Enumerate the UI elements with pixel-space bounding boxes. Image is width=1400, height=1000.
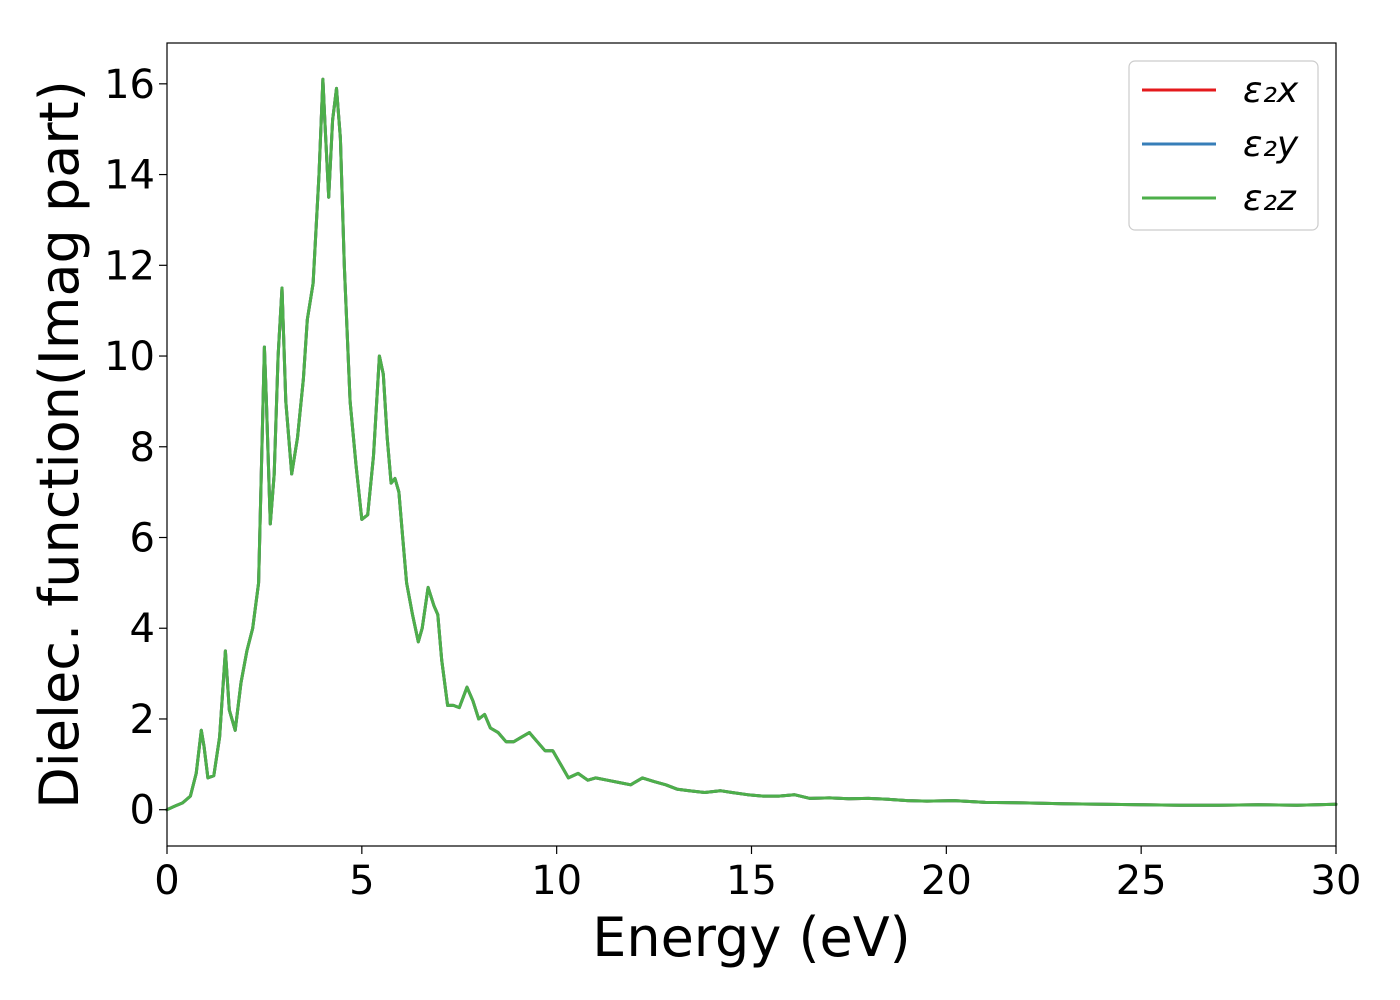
x-axis-title: Energy (eV)	[592, 906, 911, 969]
series-layer	[165, 77, 1338, 812]
legend-label-3: ε₂z	[1243, 178, 1297, 219]
legend-box	[1128, 60, 1319, 231]
y-axis-title: Dielec. function(Imag part)	[28, 80, 91, 809]
y-tick-label: 8	[130, 425, 155, 471]
legend: ε₂x ε₂y ε₂z	[1128, 60, 1319, 231]
x-tick-label: 10	[531, 858, 582, 904]
x-tick-label: 5	[349, 858, 374, 904]
y-tick-label: 10	[104, 334, 155, 380]
x-tick-label: 0	[154, 858, 179, 904]
y-tick-label: 16	[104, 62, 155, 108]
legend-label-2: ε₂y	[1243, 124, 1299, 165]
y-tick-label: 6	[130, 516, 155, 562]
x-tick-label: 15	[726, 858, 777, 904]
x-tick-label: 25	[1116, 858, 1167, 904]
x-tick-label: 30	[1311, 858, 1362, 904]
legend-label-1: ε₂x	[1243, 70, 1299, 111]
x-axis: 0 5 10 15 20 25 30	[154, 846, 1361, 904]
y-tick-label: 2	[130, 697, 155, 743]
y-tick-label: 4	[130, 606, 155, 652]
y-tick-label: 12	[104, 243, 155, 289]
series-line-3	[165, 77, 1338, 812]
y-tick-label: 14	[104, 153, 155, 199]
y-tick-label: 0	[130, 788, 155, 834]
x-tick-label: 20	[921, 858, 972, 904]
y-axis: 0 2 4 6 8 10 12 14 16	[104, 62, 167, 834]
